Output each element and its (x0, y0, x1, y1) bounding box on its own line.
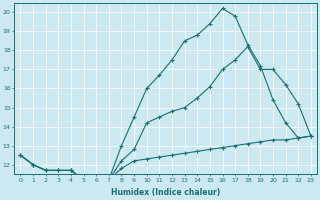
X-axis label: Humidex (Indice chaleur): Humidex (Indice chaleur) (111, 188, 220, 197)
